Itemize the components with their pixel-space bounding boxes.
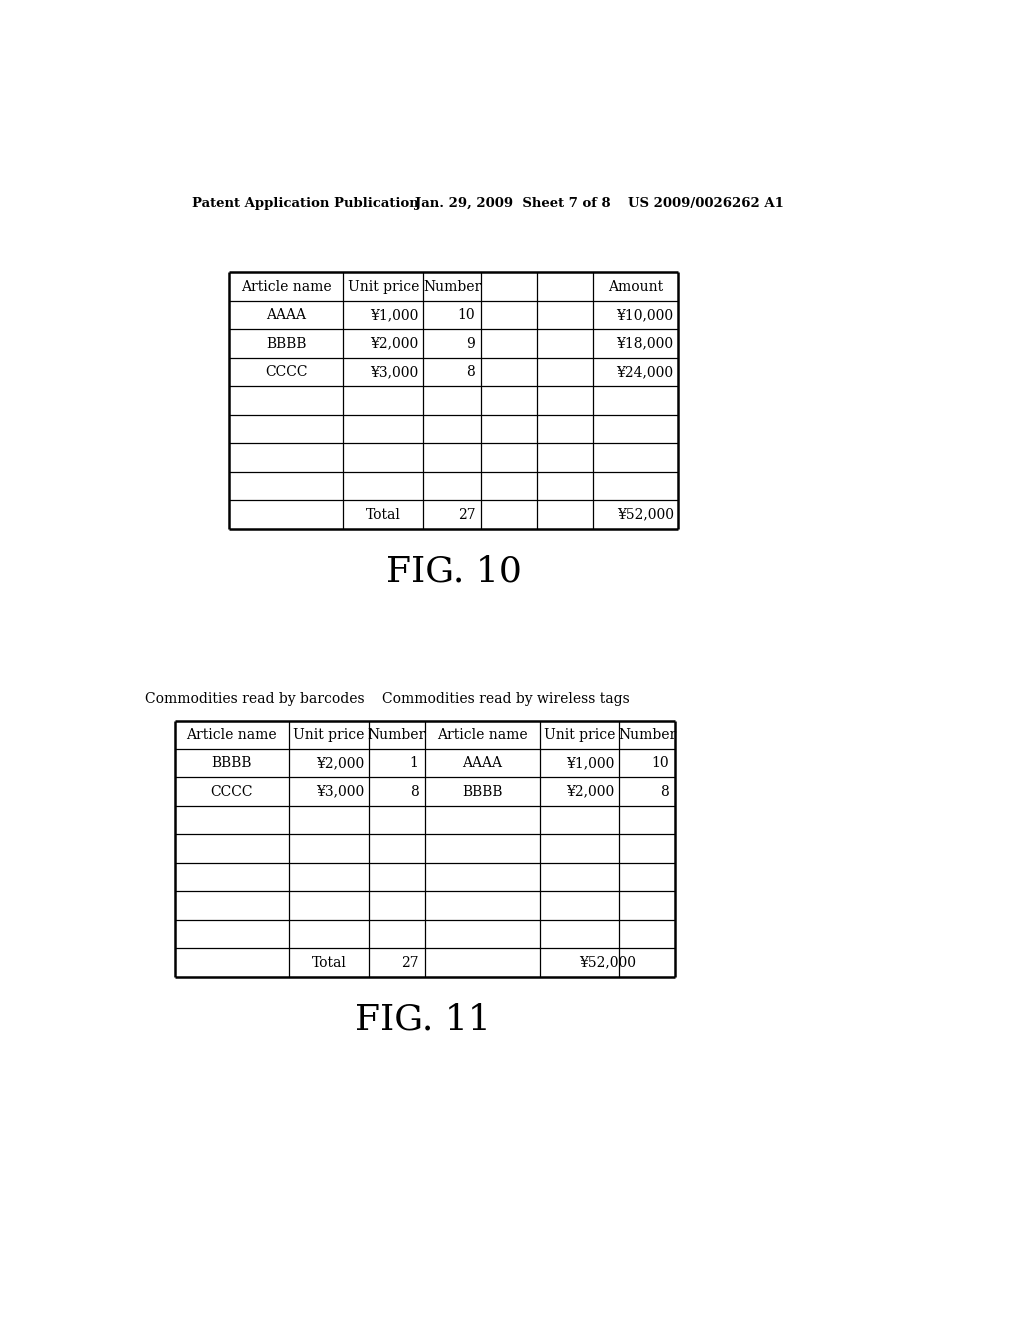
Text: FIG. 10: FIG. 10 [386,554,521,589]
Text: FIG. 11: FIG. 11 [354,1002,490,1036]
Text: AAAA: AAAA [462,756,502,771]
Text: AAAA: AAAA [266,308,306,322]
Text: Commodities read by wireless tags: Commodities read by wireless tags [382,692,630,706]
Text: CCCC: CCCC [211,784,253,799]
Text: 27: 27 [401,956,419,970]
Text: BBBB: BBBB [212,756,252,771]
Text: BBBB: BBBB [462,784,503,799]
Text: ¥3,000: ¥3,000 [316,784,365,799]
Text: Patent Application Publication: Patent Application Publication [191,197,418,210]
Text: Number: Number [423,280,481,293]
Text: US 2009/0026262 A1: US 2009/0026262 A1 [628,197,783,210]
Text: Number: Number [368,727,426,742]
Text: Total: Total [366,507,400,521]
Text: ¥10,000: ¥10,000 [616,308,674,322]
Text: Commodities read by barcodes: Commodities read by barcodes [145,692,365,706]
Text: 8: 8 [467,366,475,379]
Text: 8: 8 [660,784,669,799]
Text: CCCC: CCCC [265,366,307,379]
Text: ¥24,000: ¥24,000 [616,366,674,379]
Text: 9: 9 [467,337,475,351]
Text: Jan. 29, 2009  Sheet 7 of 8: Jan. 29, 2009 Sheet 7 of 8 [415,197,610,210]
Text: Article name: Article name [437,727,527,742]
Text: 8: 8 [410,784,419,799]
Text: ¥52,000: ¥52,000 [579,956,636,970]
Text: BBBB: BBBB [266,337,306,351]
Text: 1: 1 [410,756,419,771]
Text: ¥18,000: ¥18,000 [616,337,674,351]
Text: Number: Number [618,727,677,742]
Text: ¥1,000: ¥1,000 [371,308,419,322]
Text: ¥2,000: ¥2,000 [566,784,614,799]
Text: Article name: Article name [186,727,278,742]
Text: Article name: Article name [241,280,332,293]
Text: Unit price: Unit price [544,727,615,742]
Text: ¥3,000: ¥3,000 [371,366,419,379]
Text: Amount: Amount [608,280,664,293]
Text: ¥2,000: ¥2,000 [316,756,365,771]
Text: ¥1,000: ¥1,000 [566,756,614,771]
Text: ¥2,000: ¥2,000 [371,337,419,351]
Text: ¥52,000: ¥52,000 [616,507,674,521]
Text: Unit price: Unit price [294,727,365,742]
Text: 10: 10 [651,756,669,771]
Text: Total: Total [311,956,346,970]
Text: 27: 27 [458,507,475,521]
Text: Unit price: Unit price [348,280,419,293]
Text: 10: 10 [458,308,475,322]
